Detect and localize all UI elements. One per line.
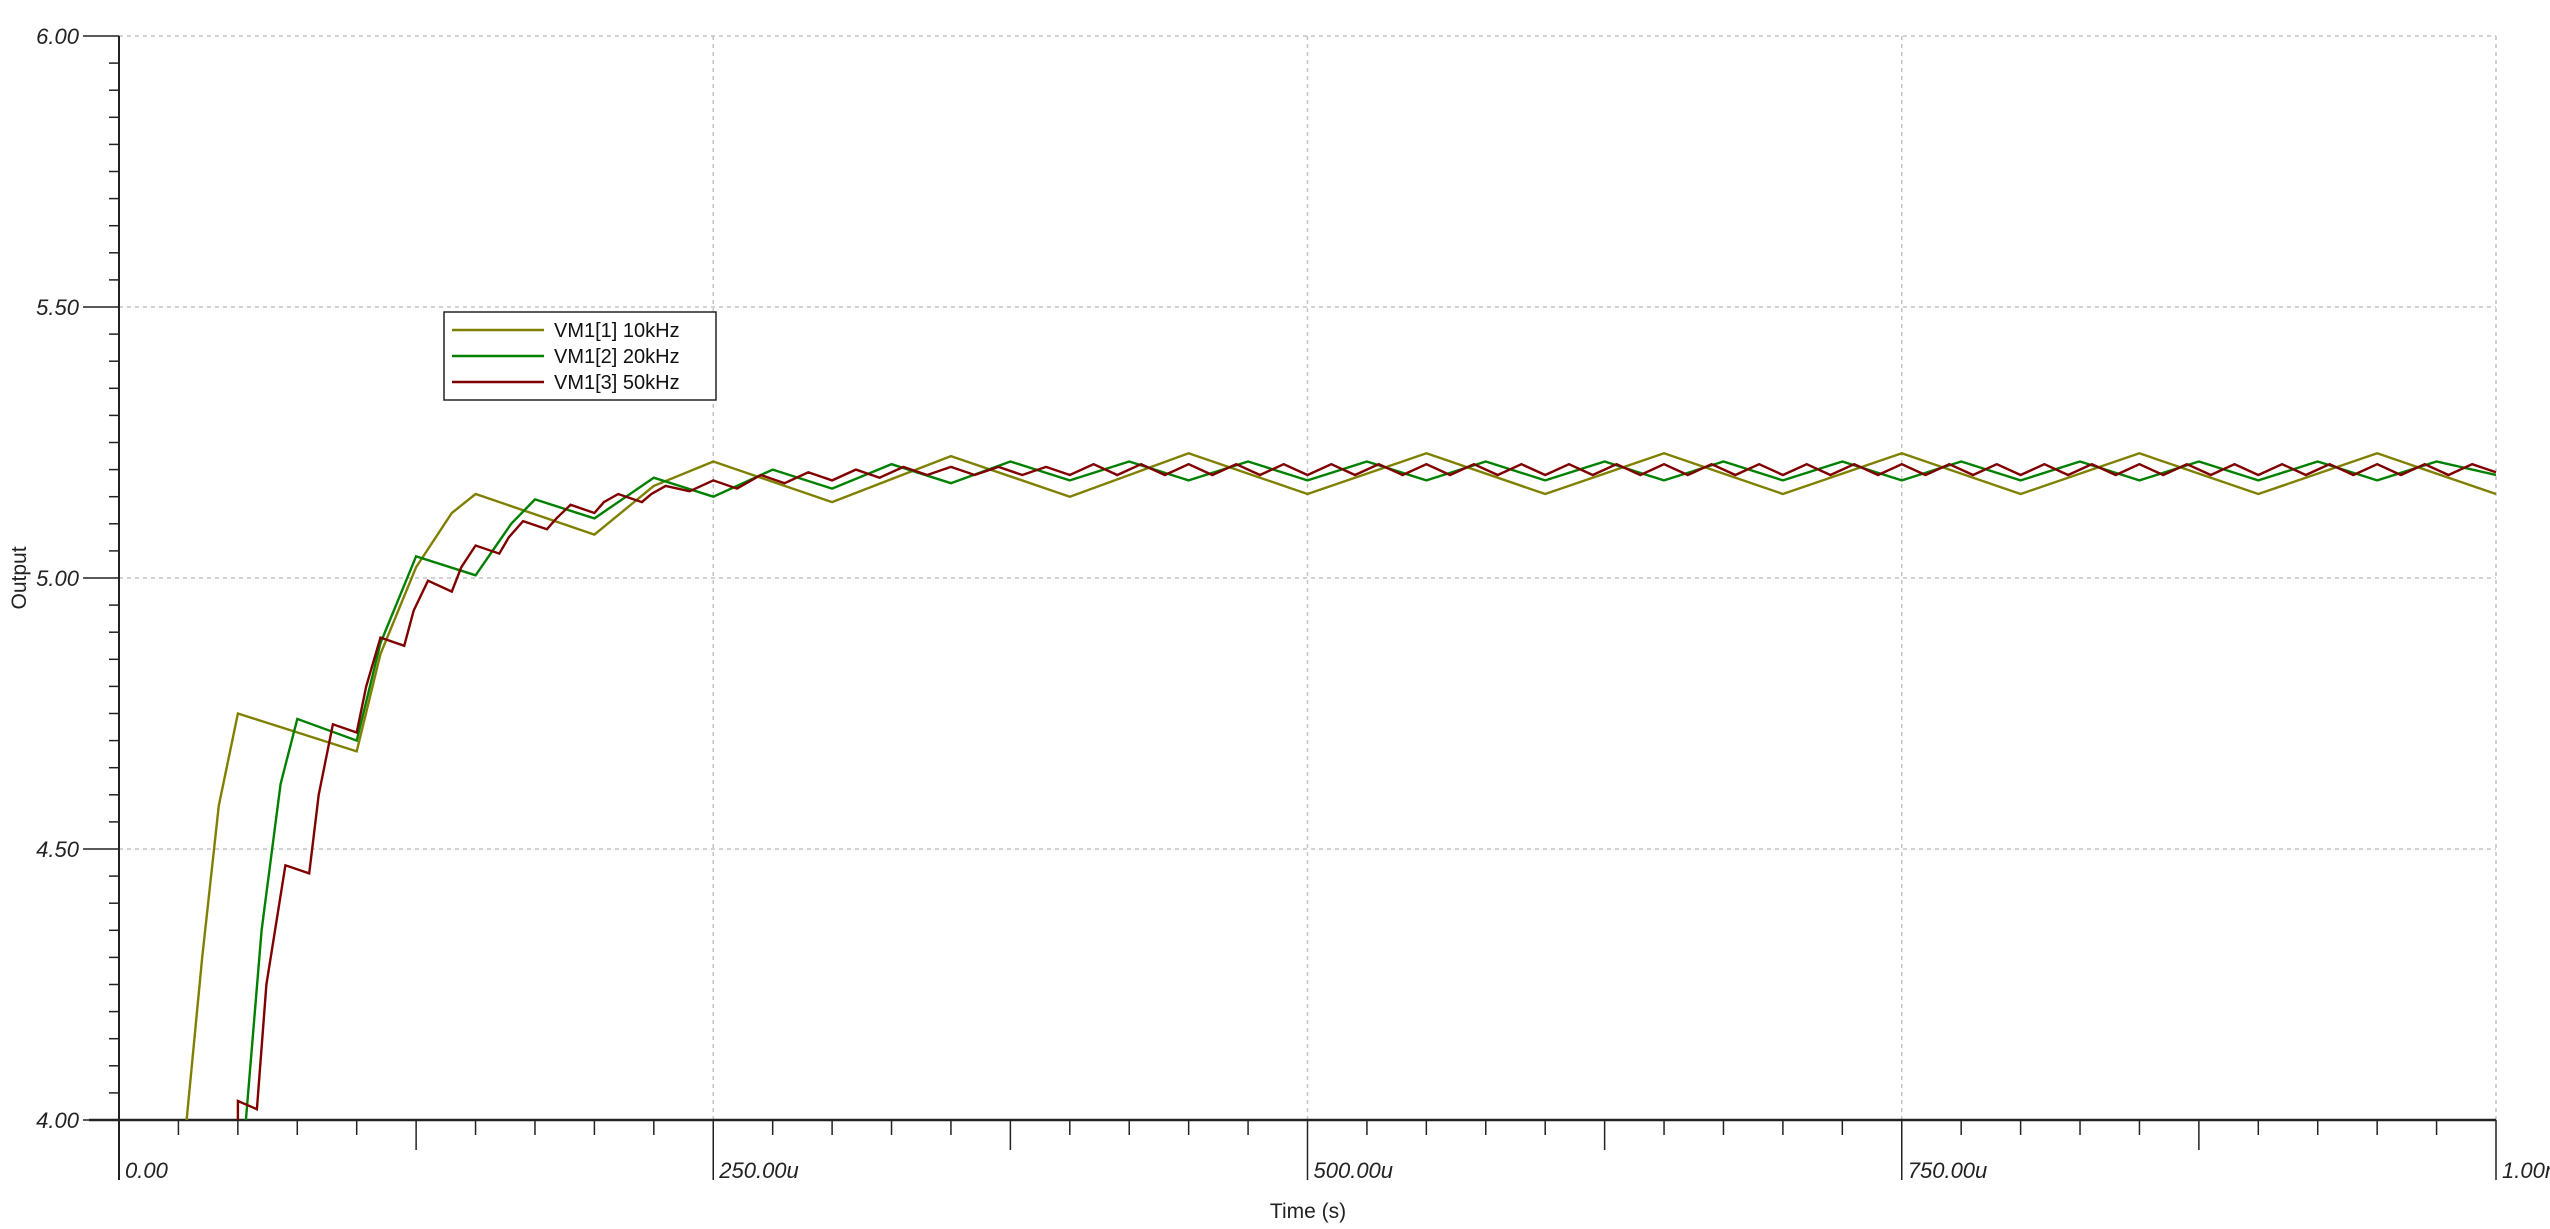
grid [119,35,2497,1120]
series-line-3 [236,462,2496,1120]
x-axis-title: Time (s) [1270,1200,1346,1223]
x-tick-label: 750.00u [1908,1158,1988,1183]
x-tick-label: 500.00u [1314,1158,1394,1183]
legend-label: VM1[1] 10kHz [554,320,680,342]
axes [89,36,2496,1180]
legend-label: VM1[2] 20kHz [554,346,680,368]
ticks: 0.00 250.00u 500.00u 750.00u 1.00m 4.00 4.50 5.… [36,24,2550,1183]
x-tick-label: 250.00u [718,1158,799,1183]
series-line-1 [185,452,2496,1120]
y-tick-label: 5.50 [36,295,80,320]
y-tick-label: 6.00 [36,24,80,49]
legend: VM1[1] 10kHz VM1[2] 20kHz VM1[3] 50kHz [443,311,717,401]
y-tick-label: 4.50 [36,837,80,862]
series-group [185,452,2496,1120]
y-axis-title: Output [8,546,31,609]
legend-label: VM1[3] 50kHz [554,372,680,394]
x-tick-label: 0.00 [125,1158,169,1183]
series-line-2 [244,460,2496,1120]
y-tick-label: 5.00 [36,566,80,591]
x-tick-label: 1.00m [2502,1158,2550,1183]
y-tick-label: 4.00 [36,1108,80,1133]
